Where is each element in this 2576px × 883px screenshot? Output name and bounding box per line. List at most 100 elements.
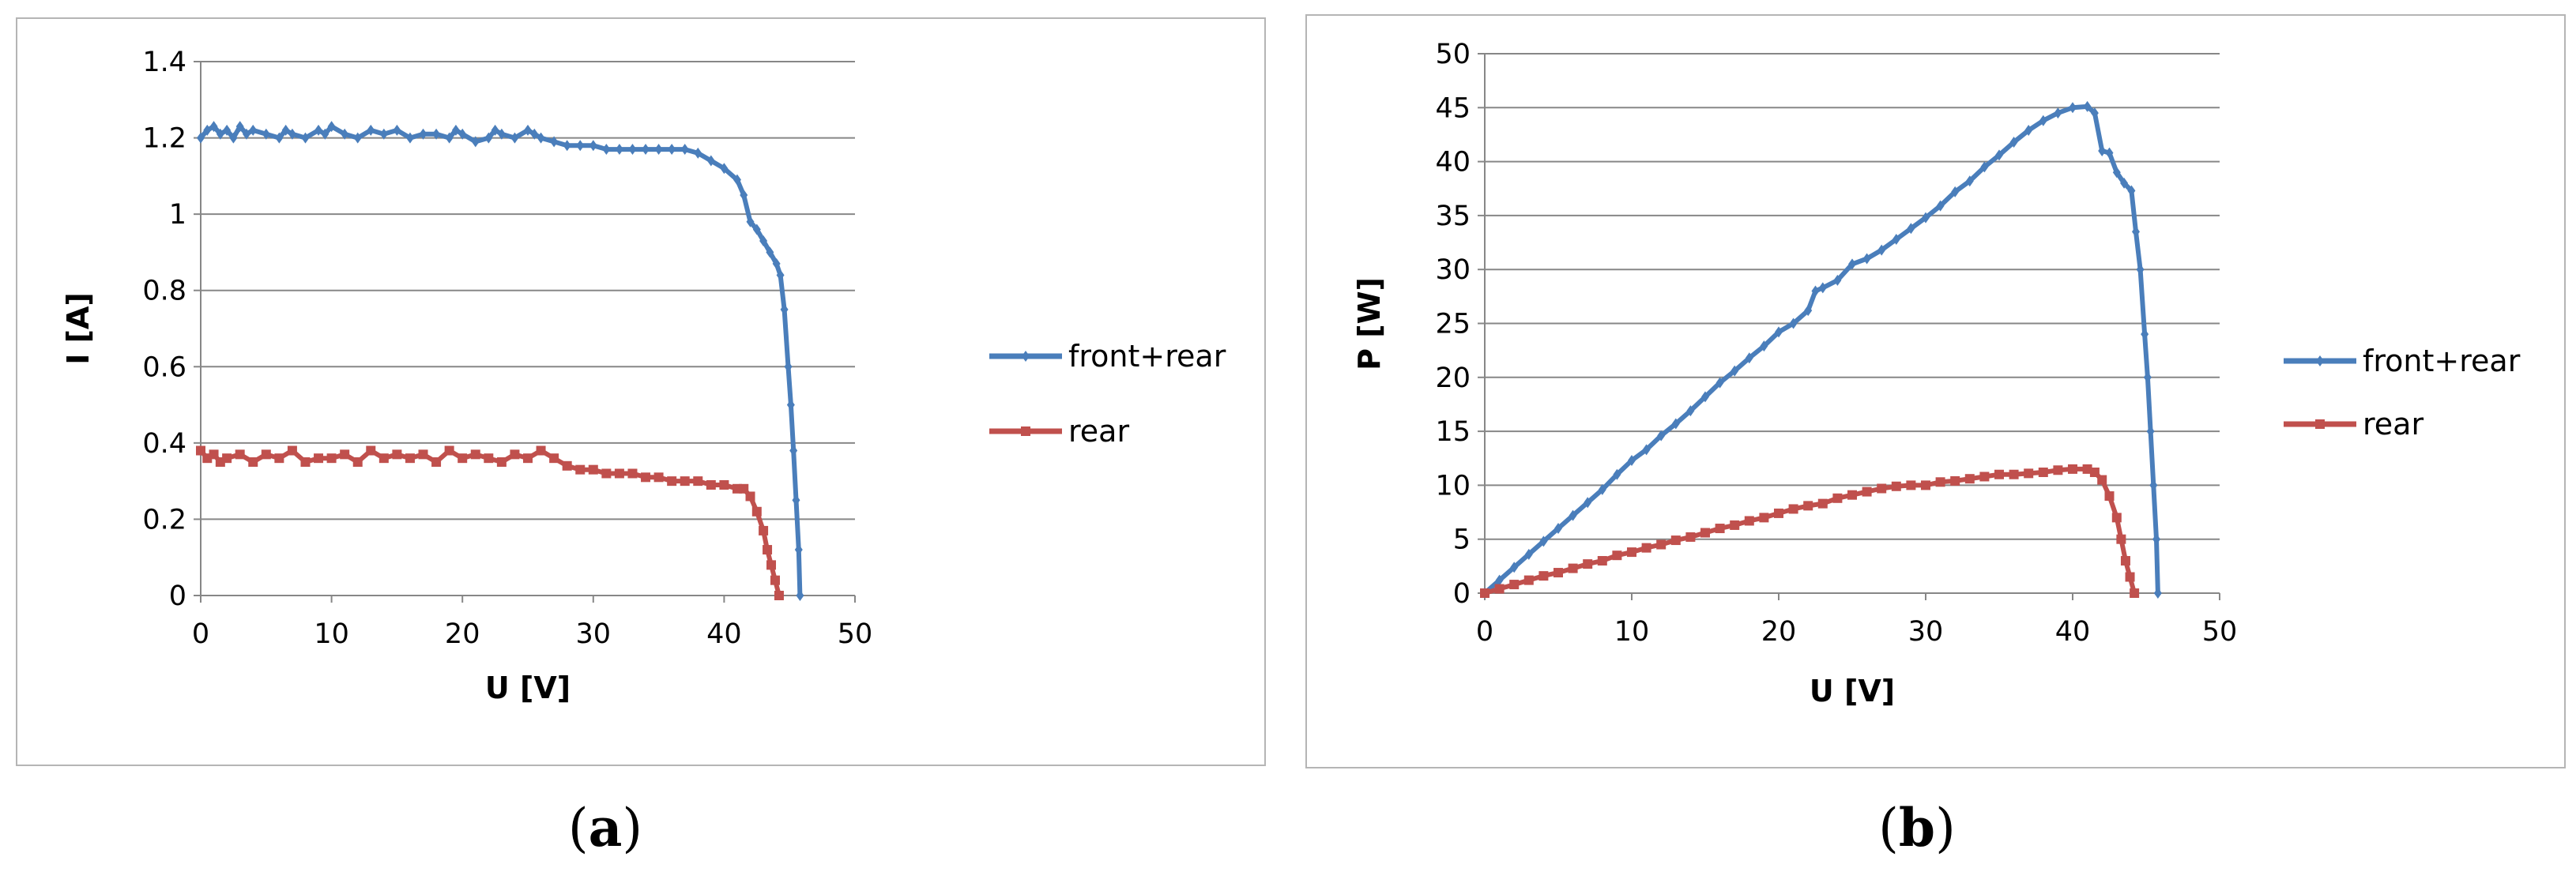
chart-a-point-front-rear: [789, 445, 798, 457]
chart-b-point-rear: [1554, 568, 1563, 578]
chart-b-point-rear: [1921, 480, 1930, 490]
chart-b-point-front-rear: [2141, 329, 2149, 340]
chart-b-point-rear: [1494, 584, 1505, 594]
chart-a-point-front-rear: [405, 132, 414, 144]
chart-a-point-rear: [470, 449, 480, 460]
chart-a-point-front-rear: [216, 128, 224, 140]
chart-b-point-rear: [1788, 504, 1798, 514]
chart-a-point-front-rear: [491, 124, 499, 136]
chart-b-ytick-label: 35: [1435, 201, 1471, 232]
chart-a-point-front-rear: [576, 140, 585, 152]
chart-a-point-front-rear: [784, 361, 793, 373]
chart-b-point-front-rear: [1833, 274, 1842, 286]
chart-b-point-front-rear: [2143, 371, 2152, 383]
chart-b-point-rear: [1935, 477, 1945, 487]
chart-b-point-front-rear: [1686, 405, 1695, 417]
chart-a-point-rear: [300, 457, 311, 467]
chart-b-point-rear: [1877, 483, 1887, 494]
chart-b-point-rear: [1964, 474, 1975, 484]
chart-b-series-points-rear: [1480, 464, 2140, 598]
chart-b-ytick-label: 45: [1435, 92, 1471, 124]
chart-b-point-rear: [2024, 468, 2034, 479]
chart-b-point-front-rear: [1554, 523, 1562, 535]
chart-a-ytick-label: 1.2: [142, 123, 186, 155]
chart-a-point-front-rear: [458, 128, 467, 140]
chart-b-ytick-label: 15: [1435, 416, 1471, 448]
chart-a-point-rear: [248, 457, 258, 467]
chart-b-point-rear: [1685, 532, 1696, 542]
chart-a-legend-marker-front-rear: [1022, 351, 1030, 362]
chart-a-point-front-rear: [203, 124, 212, 136]
chart-a-point-front-rear: [301, 132, 310, 144]
chart-b-point-front-rear: [2090, 107, 2099, 119]
chart-a-point-rear: [667, 476, 677, 487]
chart-a-point-rear: [562, 460, 572, 471]
chart-a-point-rear: [745, 491, 755, 502]
chart-b-point-rear: [1670, 535, 1681, 546]
chart-b-point-rear: [1641, 543, 1651, 553]
chart-b-point-front-rear: [1775, 326, 1783, 338]
chart-b-point-front-rear: [1760, 340, 1768, 352]
chart-a-point-front-rear: [628, 144, 637, 156]
chart-a-xtick-label: 10: [314, 618, 349, 650]
chart-b-point-front-rear: [2152, 533, 2161, 545]
chart-b-point-rear: [2111, 513, 2122, 523]
chart-b-point-rear: [1583, 559, 1593, 569]
chart-a-point-rear: [392, 449, 402, 460]
chart-a-point-front-rear: [510, 132, 519, 144]
chart-b-point-front-rear: [2009, 137, 2018, 148]
chart-a-point-front-rear: [393, 124, 401, 136]
chart-a-point-front-rear: [419, 128, 427, 140]
chart-a-point-rear: [759, 525, 769, 535]
chart-a-point-rear: [458, 453, 468, 464]
chart-b-point-front-rear: [1995, 149, 2003, 161]
chart-a-point-rear: [739, 483, 749, 494]
chart-a-point-front-rear: [275, 132, 284, 144]
chart-b-point-front-rear: [1877, 244, 1886, 256]
chart-a-point-front-rear: [694, 147, 702, 159]
chart-b-point-front-rear: [1951, 186, 1960, 197]
chart-a-point-front-rear: [776, 269, 785, 281]
chart-b-point-front-rear: [1598, 483, 1606, 495]
chart-a-point-rear: [261, 449, 271, 460]
chart-a-point-front-rear: [740, 190, 748, 201]
chart-a-point-front-rear: [235, 121, 244, 133]
chart-a-point-rear: [627, 468, 638, 479]
chart-b-ytick-label: 25: [1435, 309, 1471, 340]
chart-a-point-front-rear: [563, 140, 571, 152]
chart-a-point-front-rear: [379, 128, 388, 140]
chart-b-point-front-rear: [1539, 535, 1548, 547]
chart-a-point-rear: [274, 453, 284, 464]
chart-a-point-rear: [405, 453, 415, 464]
chart-b-point-front-rear: [2136, 264, 2145, 276]
chart-a-xtick-label: 0: [192, 618, 209, 650]
chart-b-series-line-front-rear: [1482, 103, 2160, 596]
chart-b-point-front-rear: [1628, 454, 1636, 466]
chart-b-xtick-label: 20: [1761, 616, 1797, 648]
chart-a-point-front-rear: [353, 132, 362, 144]
chart-a-point-front-rear: [642, 144, 650, 156]
chart-a-point-front-rear: [249, 124, 258, 136]
chart-a-ytick-label: 0.4: [142, 428, 186, 460]
chart-b-point-front-rear: [2024, 124, 2033, 136]
chart-b-point-rear: [1509, 580, 1520, 590]
chart-a-series-points-rear: [196, 445, 784, 600]
chart-b-point-rear: [1774, 508, 1783, 518]
chart-a-point-front-rear: [720, 163, 729, 175]
chart-b-point-rear: [2097, 475, 2107, 485]
chart-b-point-front-rear: [2149, 479, 2158, 491]
chart-a-ytick-label: 1: [169, 199, 186, 231]
chart-a-point-front-rear: [752, 224, 761, 235]
chart-b-point-front-rear: [1965, 175, 1974, 187]
chart-a-ytick-label: 1.4: [142, 47, 186, 78]
chart-b-point-rear: [2104, 491, 2115, 502]
chart-a-point-front-rear: [341, 128, 349, 140]
chart-b-point-front-rear: [1811, 285, 1820, 297]
chart-b-point-rear: [1832, 493, 1843, 503]
chart-b-point-rear: [2053, 465, 2063, 475]
chart-b-legend-label-rear: rear: [2363, 407, 2423, 442]
chart-a-point-rear: [314, 453, 324, 464]
chart-b-point-front-rear: [2112, 167, 2121, 178]
caption-b: (b): [1878, 797, 1956, 859]
chart-a-point-front-rear: [367, 124, 375, 136]
